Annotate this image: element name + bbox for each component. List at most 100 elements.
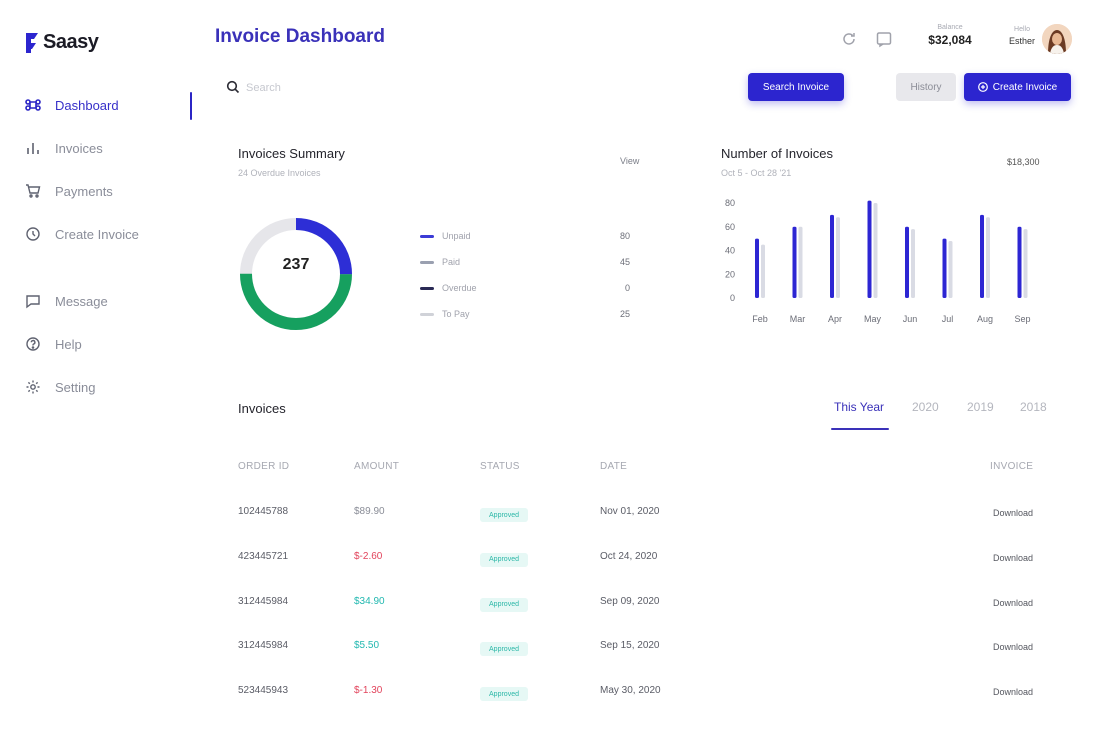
legend-value: 80	[619, 231, 630, 241]
brand-name: Saasy	[43, 31, 99, 53]
download-link[interactable]: Download	[993, 687, 1034, 698]
command-icon	[24, 96, 42, 114]
sidebar-item-label: Setting	[55, 379, 96, 395]
brand-logo[interactable]: Saasy	[25, 31, 99, 54]
download-link[interactable]: Download	[993, 552, 1034, 563]
create-invoice-label: Create Invoice	[992, 81, 1058, 93]
status-badge: Approved	[480, 642, 528, 657]
x-tick-label: Jul	[942, 314, 954, 324]
history-button[interactable]: History	[896, 73, 956, 101]
legend-swatch	[420, 260, 434, 264]
refresh-icon[interactable]	[840, 30, 858, 48]
amount-cell: $89.90	[354, 506, 385, 517]
date-cell: Sep 09, 2020	[600, 595, 660, 607]
column-header-amount: AMOUNT	[354, 461, 400, 472]
y-tick-label: 60	[725, 222, 735, 232]
bar-secondary-aug	[986, 217, 990, 298]
y-tick-label: 20	[725, 269, 735, 279]
x-tick-label: Mar	[790, 314, 806, 324]
download-link[interactable]: Download	[993, 597, 1034, 608]
y-tick-label: 80	[725, 198, 735, 208]
order-id-cell: 312445984	[238, 595, 289, 607]
x-tick-label: Sep	[1014, 314, 1030, 324]
legend-value: 0	[624, 283, 630, 293]
cart-icon	[24, 182, 42, 200]
x-tick-label: May	[864, 314, 882, 324]
avatar[interactable]	[1042, 24, 1072, 54]
legend-row-to-pay: To Pay 25	[420, 307, 630, 321]
search-invoice-button[interactable]: Search Invoice	[748, 73, 844, 101]
page-title: Invoice Dashboard	[215, 26, 385, 47]
bar-chart-subtitle: Oct 5 - Oct 28 '21	[721, 168, 792, 178]
x-tick-label: Apr	[828, 314, 842, 324]
x-tick-label: Feb	[752, 314, 768, 324]
tab-underline	[831, 428, 889, 430]
amount-cell: $-1.30	[354, 685, 383, 697]
sidebar-item-setting[interactable]: Setting	[24, 375, 194, 399]
legend-swatch	[420, 312, 434, 316]
date-cell: Sep 15, 2020	[600, 640, 660, 652]
legend-label: To Pay	[442, 309, 470, 319]
sidebar-item-invoices[interactable]: Invoices	[24, 136, 194, 160]
sidebar: Saasy Dashboard Invoices Payments Create…	[0, 0, 200, 730]
order-id-cell: 102445788	[238, 506, 289, 517]
summary-donut-chart	[240, 218, 352, 330]
user-avatar-icon	[1042, 24, 1072, 54]
legend-value: 45	[619, 257, 630, 267]
sidebar-item-help[interactable]: Help	[24, 332, 194, 356]
x-tick-label: Aug	[977, 314, 993, 324]
bar-primary-jul	[942, 238, 947, 298]
create-invoice-button[interactable]: Create Invoice	[964, 73, 1071, 101]
notification-icon[interactable]	[875, 30, 893, 48]
x-tick-label: Jun	[903, 314, 918, 324]
bar-primary-aug	[980, 214, 984, 298]
legend-label: Paid	[442, 257, 461, 267]
column-header-invoice: INVOICE	[990, 461, 1034, 472]
bar-secondary-sep	[1023, 229, 1028, 298]
tab-this-year[interactable]: This Year	[834, 400, 885, 414]
sidebar-item-dashboard[interactable]: Dashboard	[24, 93, 194, 117]
legend-label: Overdue	[442, 283, 477, 293]
bar-chart-icon	[24, 139, 42, 157]
sidebar-item-label: Create Invoice	[55, 226, 139, 242]
legend-row-unpaid: Unpaid 80	[420, 229, 630, 243]
bar-primary-jun	[905, 226, 909, 298]
legend-row-overdue: Overdue 0	[420, 281, 630, 295]
sidebar-item-label: Dashboard	[55, 97, 119, 113]
user-name: Esther	[1008, 36, 1035, 46]
donut-segment-blue	[240, 218, 352, 330]
tab-2020[interactable]: 2020	[912, 400, 939, 414]
search-input[interactable]	[246, 78, 446, 98]
bar-chart-total: $18,300	[1007, 157, 1040, 167]
view-link[interactable]: View	[620, 156, 640, 166]
download-link[interactable]: Download	[993, 508, 1034, 518]
tab-2018[interactable]: 2018	[1020, 400, 1047, 414]
bar-chart-title: Number of Invoices	[721, 146, 833, 161]
legend-value: 25	[619, 309, 630, 319]
y-tick-label: 40	[725, 246, 735, 256]
download-link[interactable]: Download	[993, 642, 1034, 653]
gear-icon	[24, 378, 42, 396]
legend-swatch	[420, 234, 434, 238]
sidebar-item-message[interactable]: Message	[24, 289, 194, 313]
bar-secondary-feb	[761, 244, 765, 298]
tab-2019[interactable]: 2019	[967, 400, 994, 414]
column-header-status: STATUS	[480, 461, 520, 472]
plus-circle-icon	[977, 82, 988, 92]
date-cell: Nov 01, 2020	[600, 506, 660, 517]
active-indicator	[190, 92, 192, 120]
bar-primary-sep	[1017, 226, 1022, 298]
sidebar-item-create-invoice[interactable]: Create Invoice	[24, 222, 194, 246]
bar-primary-mar	[792, 226, 797, 298]
amount-cell: $5.50	[354, 640, 380, 652]
logo-mark-icon	[26, 32, 38, 53]
user-greeting: Hello Esther	[1002, 26, 1042, 46]
sidebar-item-payments[interactable]: Payments	[24, 179, 194, 203]
column-header-date: DATE	[600, 461, 628, 472]
donut-total: 237	[282, 256, 310, 273]
balance-label: Balance	[937, 24, 963, 31]
invoices-title: Invoices	[238, 401, 286, 416]
legend-swatch	[420, 286, 434, 290]
order-id-cell: 423445721	[238, 550, 289, 562]
help-icon	[24, 335, 42, 353]
